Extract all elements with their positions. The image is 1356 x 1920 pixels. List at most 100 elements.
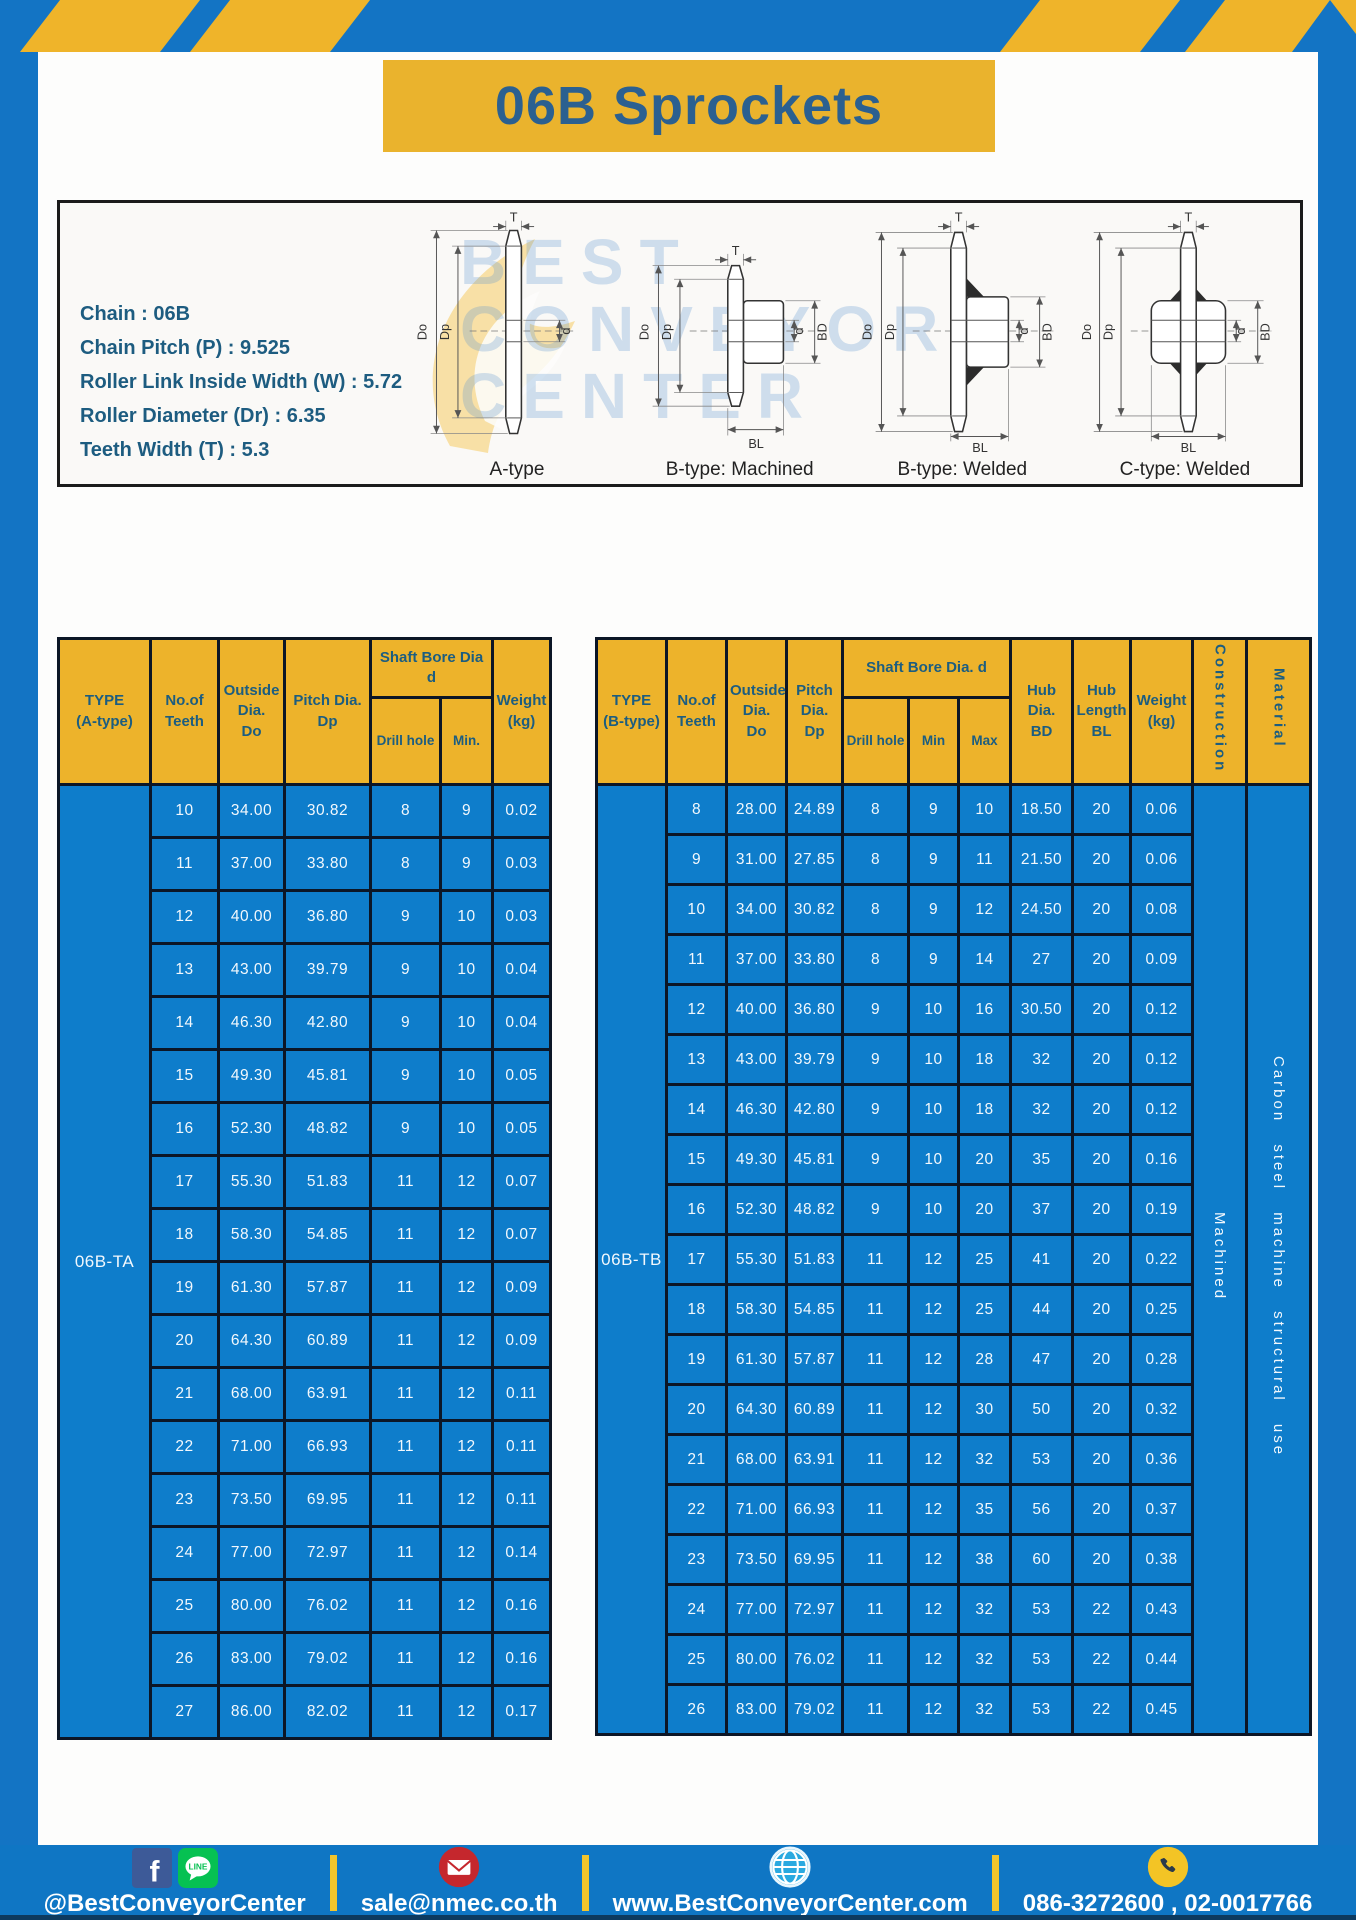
table-cell: 20 (1071, 983, 1133, 1036)
table-cell: 8 (369, 836, 442, 892)
table-cell: 77.00 (725, 1583, 788, 1636)
table-cell: 39.79 (785, 1033, 844, 1086)
table-cell: 9 (439, 783, 494, 839)
table-cell: 0.06 (1129, 783, 1195, 836)
table-cell: 33.80 (283, 836, 372, 892)
table-cell: 53 (1009, 1583, 1075, 1636)
table-cell: 10 (439, 1048, 494, 1104)
table-cell: 0.08 (1129, 883, 1195, 936)
dim-label-do: Do (1082, 324, 1094, 340)
table-cell: 22 (1071, 1683, 1133, 1736)
line-icon[interactable]: LINE (177, 1847, 218, 1888)
globe-icon[interactable] (769, 1845, 811, 1888)
dim-label-t: T (955, 211, 963, 225)
table-cell: 0.45 (1129, 1683, 1195, 1736)
table-cell: 18 (665, 1283, 728, 1336)
table-cell: 0.12 (1129, 983, 1195, 1036)
footer-email-label[interactable]: sale@nmec.co.th (360, 1889, 558, 1917)
table-cell: 26 (665, 1683, 728, 1736)
table-cell: 33.80 (785, 933, 844, 986)
table-cell: 0.09 (491, 1313, 552, 1369)
header-pitch-dia: Pitch Dia. Dp (785, 637, 844, 786)
footer-social-label[interactable]: @BestConveyorCenter (43, 1889, 306, 1917)
table-cell: 12 (907, 1633, 960, 1686)
table-cell: 9 (907, 883, 960, 936)
table-cell: 25 (149, 1578, 220, 1634)
table-cell: 0.14 (491, 1525, 552, 1581)
diagram-caption: B-type: Welded (897, 459, 1028, 480)
table-cell: 32 (1009, 1083, 1075, 1136)
table-row: 10 34.00 30.82 8 9 12 24.50 20 0.08 (597, 883, 1311, 936)
table-cell: 20 (1071, 1283, 1133, 1336)
table-cell: 11 (841, 1333, 910, 1386)
table-cell: 35 (956, 1483, 1013, 1536)
table-cell: 36.80 (283, 889, 372, 945)
header-outside-dia: Outside Dia. Do (725, 637, 788, 786)
table-cell: 45.81 (785, 1133, 844, 1186)
table-cell: 11 (369, 1154, 442, 1210)
table-row: 18 58.30 54.85 11 12 0.07 (59, 1207, 552, 1263)
table-cell: 11 (841, 1533, 910, 1586)
header-pitch-dia: Pitch Dia. Dp (283, 637, 372, 786)
table-cell: 0.03 (491, 889, 552, 945)
table-cell: 0.19 (1129, 1183, 1195, 1236)
table-cell: 11 (369, 1313, 442, 1369)
table-cell: 16 (665, 1183, 728, 1236)
table-cell: 49.30 (725, 1133, 788, 1186)
table-row: 24 77.00 72.97 11 12 32 53 22 0.43 (597, 1583, 1311, 1636)
dim-label-do: Do (638, 324, 652, 340)
table-cell: 11 (956, 833, 1013, 886)
table-row: 20 64.30 60.89 11 12 30 50 20 0.32 (597, 1383, 1311, 1436)
table-cell: 51.83 (283, 1154, 372, 1210)
footer-website-label[interactable]: www.BestConveyorCenter.com (612, 1889, 968, 1917)
table-cell: 23 (149, 1472, 220, 1528)
table-row: 18 58.30 54.85 11 12 25 44 20 0.25 (597, 1283, 1311, 1336)
header-construction-label: Construction (1211, 643, 1229, 774)
table-cell: 11 (369, 1207, 442, 1263)
table-cell: 36.80 (785, 983, 844, 1036)
email-icon[interactable] (438, 1846, 480, 1888)
table-cell: 13 (665, 1033, 728, 1086)
footer-phone-label[interactable]: 086-3272600 , 02-0017766 (1022, 1889, 1313, 1917)
header-teeth: No.of Teeth (665, 637, 728, 786)
table-cell: 10 (956, 783, 1013, 836)
table-row: 19 61.30 57.87 11 12 28 47 20 0.28 (597, 1333, 1311, 1386)
table-cell: 11 (841, 1583, 910, 1636)
table-cell: 11 (369, 1419, 442, 1475)
table-cell: 77.00 (217, 1525, 286, 1581)
table-cell: 72.97 (785, 1583, 844, 1636)
table-cell: 0.05 (491, 1048, 552, 1104)
dim-label-d: d (1234, 327, 1248, 334)
table-cell: 24 (149, 1525, 220, 1581)
table-cell: 25 (665, 1633, 728, 1686)
table-cell: 61.30 (725, 1333, 788, 1386)
sprocket-diagrams: T Do Dp d A-type (410, 209, 1292, 481)
table-row: 21 68.00 63.91 11 12 32 53 20 0.36 (597, 1433, 1311, 1486)
table-cell: 9 (907, 783, 960, 836)
table-cell: 25 (956, 1233, 1013, 1286)
diagram-caption: B-type: Machined (665, 459, 814, 480)
table-cell: 12 (439, 1525, 494, 1581)
table-cell: 12 (439, 1366, 494, 1422)
table-cell: 26 (149, 1631, 220, 1687)
table-cell: 11 (841, 1283, 910, 1336)
phone-icon[interactable] (1147, 1846, 1189, 1888)
table-cell: 0.06 (1129, 833, 1195, 886)
table-cell: 34.00 (217, 783, 286, 839)
table-cell: 69.95 (283, 1472, 372, 1528)
header-type: TYPE (A-type) (57, 637, 152, 786)
table-cell: 43.00 (217, 942, 286, 998)
dim-label-dp: Dp (883, 324, 897, 340)
facebook-icon[interactable]: f (131, 1847, 172, 1888)
table-b: TYPE (B-type) No.of Teeth Outside Dia. D… (595, 637, 1313, 1736)
dim-label-t: T (1185, 211, 1193, 225)
dim-label-dp: Dp (1102, 324, 1116, 340)
table-row: 23 73.50 69.95 11 12 38 60 20 0.38 (597, 1533, 1311, 1586)
table-row: 15 49.30 45.81 9 10 20 35 20 0.16 (597, 1133, 1311, 1186)
table-row: 27 86.00 82.02 11 12 0.17 (59, 1684, 552, 1740)
header-outside-dia: Outside Dia. Do (217, 637, 286, 786)
footer-website-group: www.BestConveyorCenter.com (612, 1845, 968, 1918)
table-cell: 48.82 (283, 1101, 372, 1157)
spec-line: Roller Link Inside Width (W) : 5.72 (80, 371, 403, 393)
table-cell: 21 (149, 1366, 220, 1422)
